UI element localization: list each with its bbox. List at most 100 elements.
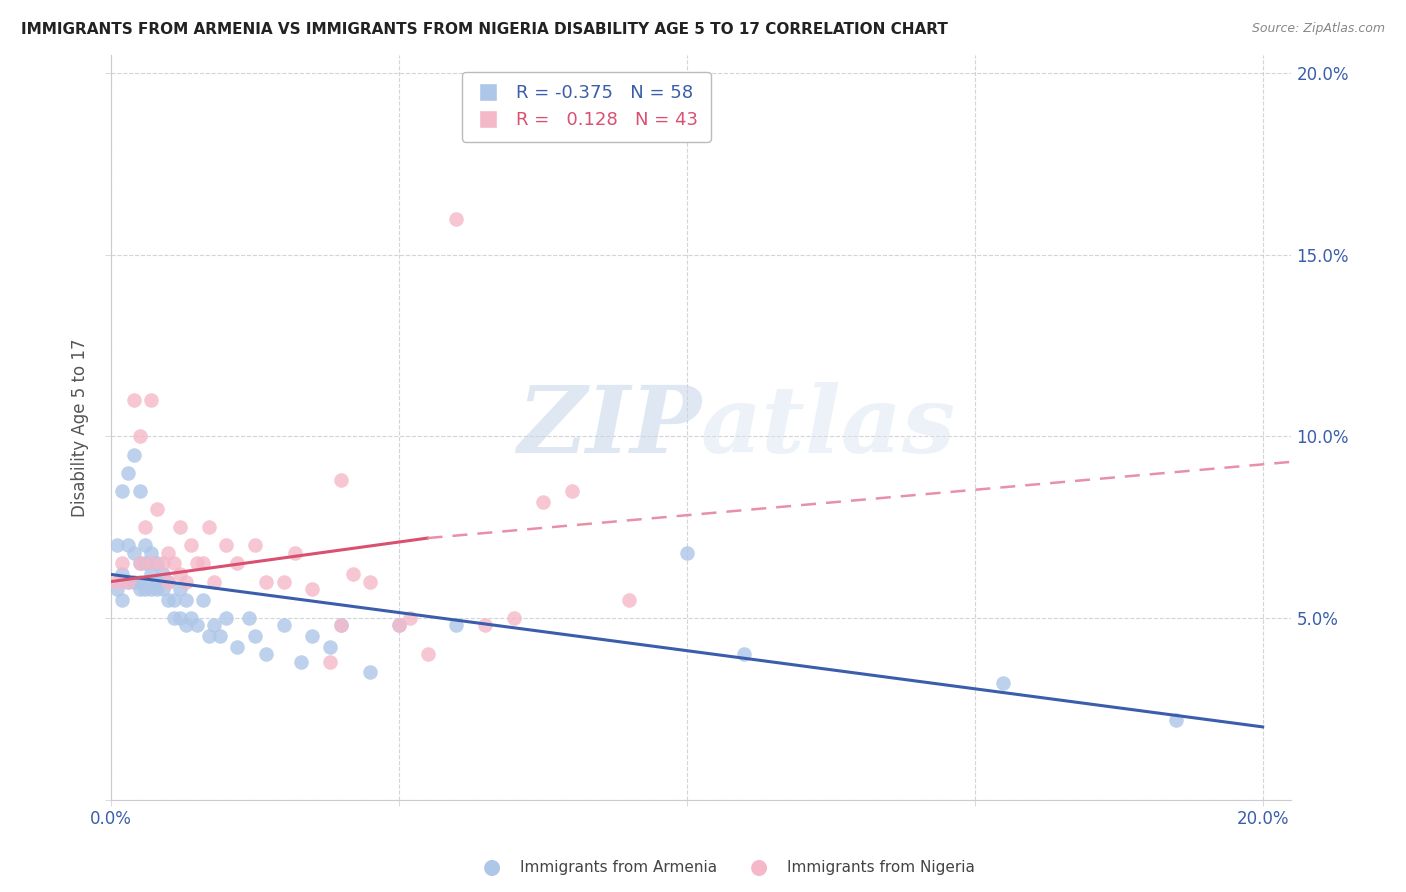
Point xyxy=(134,538,156,552)
Point xyxy=(399,611,422,625)
Point xyxy=(111,483,134,498)
Point xyxy=(388,618,411,632)
Point xyxy=(122,546,145,560)
Point xyxy=(105,582,128,596)
Point xyxy=(197,629,219,643)
Point xyxy=(254,647,277,661)
Point xyxy=(128,574,150,589)
Point xyxy=(243,538,266,552)
Point xyxy=(301,582,323,596)
Point xyxy=(169,611,191,625)
Point xyxy=(128,429,150,443)
Point xyxy=(273,618,295,632)
Point xyxy=(157,574,180,589)
Text: ZIP: ZIP xyxy=(517,383,702,473)
Point xyxy=(186,618,208,632)
Point xyxy=(388,618,411,632)
Point xyxy=(128,557,150,571)
Point xyxy=(209,629,232,643)
Point xyxy=(146,582,169,596)
Point xyxy=(139,546,162,560)
Point xyxy=(446,211,468,226)
Point xyxy=(330,618,353,632)
Point xyxy=(117,466,139,480)
Point xyxy=(117,538,139,552)
Point xyxy=(139,582,162,596)
Point xyxy=(318,655,340,669)
Point xyxy=(174,592,197,607)
Point xyxy=(226,557,249,571)
Point xyxy=(215,611,238,625)
Point xyxy=(273,574,295,589)
Point xyxy=(330,473,353,487)
Text: ●: ● xyxy=(751,857,768,877)
Legend: R = -0.375   N = 58, R =   0.128   N = 43: R = -0.375 N = 58, R = 0.128 N = 43 xyxy=(463,71,711,142)
Point xyxy=(128,483,150,498)
Point xyxy=(139,393,162,408)
Point xyxy=(186,557,208,571)
Point xyxy=(152,557,174,571)
Text: Source: ZipAtlas.com: Source: ZipAtlas.com xyxy=(1251,22,1385,36)
Point xyxy=(290,655,312,669)
Point xyxy=(191,592,214,607)
Point xyxy=(174,618,197,632)
Point xyxy=(301,629,323,643)
Point xyxy=(330,618,353,632)
Point xyxy=(111,592,134,607)
Point xyxy=(146,502,169,516)
Point xyxy=(243,629,266,643)
Point xyxy=(226,640,249,654)
Point xyxy=(128,557,150,571)
Point xyxy=(146,557,169,571)
Point xyxy=(122,393,145,408)
Point xyxy=(174,574,197,589)
Point xyxy=(169,567,191,582)
Text: Immigrants from Armenia: Immigrants from Armenia xyxy=(520,860,717,874)
Y-axis label: Disability Age 5 to 17: Disability Age 5 to 17 xyxy=(72,338,89,516)
Point xyxy=(122,574,145,589)
Point xyxy=(342,567,364,582)
Point xyxy=(238,611,260,625)
Point xyxy=(134,582,156,596)
Point xyxy=(117,574,139,589)
Point xyxy=(531,495,554,509)
Point xyxy=(204,618,226,632)
Point xyxy=(204,574,226,589)
Point xyxy=(169,582,191,596)
Point xyxy=(134,520,156,534)
Point xyxy=(416,647,439,661)
Point xyxy=(134,574,156,589)
Point xyxy=(152,567,174,582)
Point xyxy=(197,520,219,534)
Point xyxy=(254,574,277,589)
Text: Immigrants from Nigeria: Immigrants from Nigeria xyxy=(787,860,976,874)
Point xyxy=(152,582,174,596)
Point xyxy=(157,546,180,560)
Point xyxy=(163,557,186,571)
Point xyxy=(157,592,180,607)
Point xyxy=(993,676,1015,690)
Point xyxy=(111,557,134,571)
Point xyxy=(169,520,191,534)
Point xyxy=(560,483,582,498)
Point xyxy=(446,618,468,632)
Point xyxy=(180,538,202,552)
Point xyxy=(474,618,496,632)
Point xyxy=(139,557,162,571)
Point xyxy=(128,582,150,596)
Point xyxy=(1166,713,1188,727)
Point xyxy=(163,592,186,607)
Text: IMMIGRANTS FROM ARMENIA VS IMMIGRANTS FROM NIGERIA DISABILITY AGE 5 TO 17 CORREL: IMMIGRANTS FROM ARMENIA VS IMMIGRANTS FR… xyxy=(21,22,948,37)
Point xyxy=(318,640,340,654)
Point xyxy=(157,574,180,589)
Point xyxy=(139,567,162,582)
Point xyxy=(191,557,214,571)
Point xyxy=(733,647,755,661)
Point xyxy=(146,574,169,589)
Point xyxy=(617,592,640,607)
Point xyxy=(359,665,381,680)
Point xyxy=(215,538,238,552)
Point xyxy=(134,557,156,571)
Point xyxy=(105,574,128,589)
Point xyxy=(105,538,128,552)
